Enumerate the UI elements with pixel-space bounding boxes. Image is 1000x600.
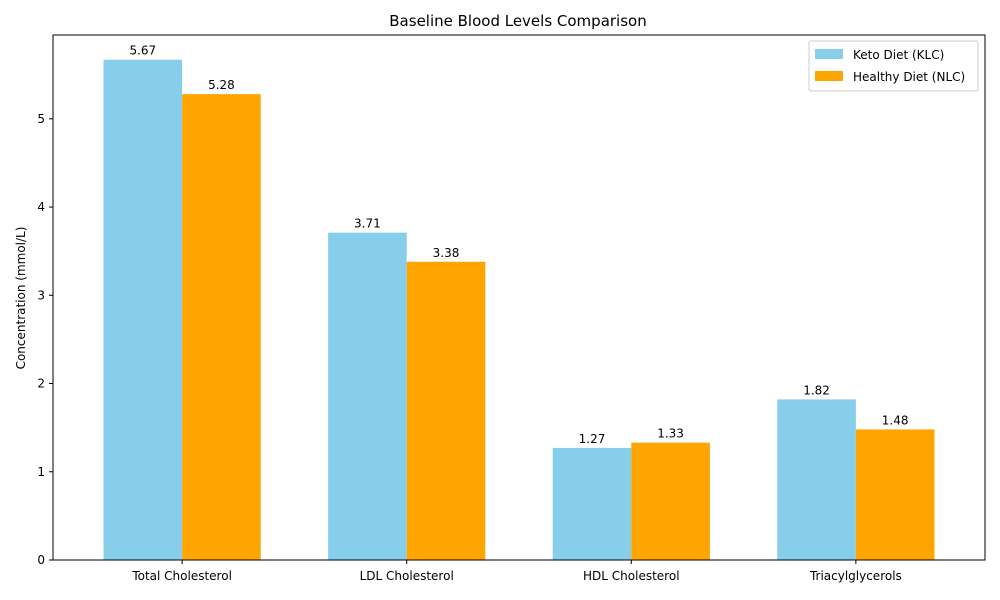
bars-group — [103, 59, 935, 561]
y-tick-label: 5 — [37, 112, 45, 126]
value-labels-group: 5.67 5.28 3.71 3.38 1.27 1.33 1.82 1.48 — [129, 44, 908, 446]
y-tick-label: 1 — [37, 465, 45, 479]
bar — [328, 232, 407, 560]
bar — [406, 261, 486, 560]
legend-swatch — [815, 49, 843, 59]
bar — [182, 94, 261, 560]
y-axis-ticks: 0 1 2 3 4 5 — [37, 112, 53, 567]
bar-value-label: 1.33 — [657, 427, 684, 441]
x-axis-ticks: Total Cholesterol LDL Cholesterol HDL Chol… — [131, 560, 902, 583]
x-tick-label: Triacylglycerols — [809, 569, 902, 583]
y-tick-label: 3 — [37, 288, 45, 302]
chart-title: Baseline Blood Levels Comparison — [389, 12, 646, 30]
legend: Keto Diet (KLC) Healthy Diet (NLC) — [808, 40, 979, 92]
x-tick-label: HDL Cholesterol — [583, 569, 680, 583]
legend-label: Keto Diet (KLC) — [853, 48, 944, 62]
y-tick-label: 0 — [37, 553, 45, 567]
legend-swatch — [815, 71, 843, 81]
bar — [552, 447, 632, 560]
bar-value-label: 1.48 — [882, 413, 909, 427]
bar — [103, 59, 183, 561]
bar-value-label: 5.67 — [129, 44, 156, 58]
legend-label: Healthy Diet (NLC) — [853, 70, 965, 84]
bar-value-label: 1.27 — [579, 432, 606, 446]
bar-value-label: 3.71 — [354, 217, 381, 231]
bar-value-label: 5.28 — [208, 78, 235, 92]
bar — [631, 442, 710, 560]
bar — [855, 429, 935, 560]
bar-value-label: 1.82 — [803, 383, 830, 397]
legend-box — [808, 40, 979, 92]
x-tick-label: LDL Cholesterol — [360, 569, 454, 583]
x-tick-label: Total Cholesterol — [131, 569, 232, 583]
y-tick-label: 4 — [37, 200, 45, 214]
bar-value-label: 3.38 — [433, 246, 460, 260]
y-axis-label: Concentration (mmol/L) — [14, 227, 28, 370]
bar — [777, 399, 856, 560]
y-tick-label: 2 — [37, 377, 45, 391]
plot-frame — [52, 34, 986, 561]
